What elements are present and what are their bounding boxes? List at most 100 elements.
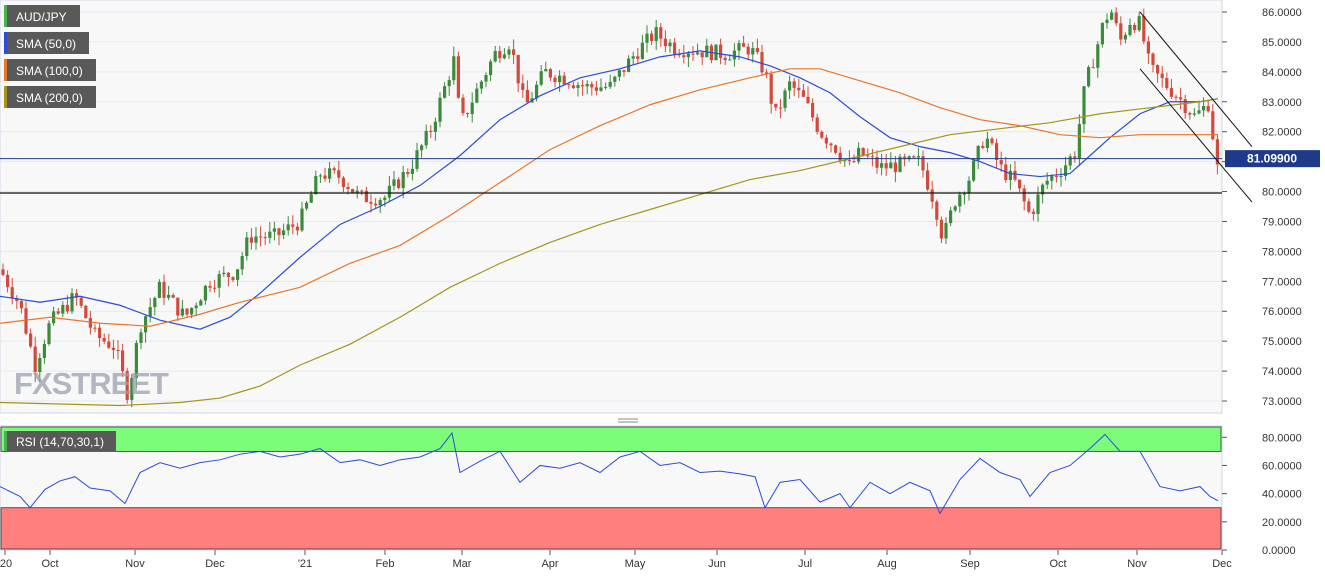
candle-body [291, 224, 295, 227]
candle-body [778, 107, 782, 109]
candle-body [884, 163, 888, 169]
price-axis: 86.000085.000084.000083.000082.000081.00… [1222, 7, 1302, 408]
svg-text:81.09900: 81.09900 [1247, 152, 1297, 166]
candle-body [1202, 106, 1206, 111]
candle-body [116, 349, 120, 351]
sma-line [0, 50, 1219, 330]
candle-body [254, 236, 258, 243]
candle-body [673, 42, 677, 55]
time-tick-label: Oct [1049, 558, 1066, 570]
candle-body [111, 347, 115, 350]
candle-body [401, 172, 405, 189]
candle-body [783, 90, 787, 108]
candle-body [433, 121, 437, 132]
candle-body [594, 87, 598, 91]
candle-body [42, 343, 46, 358]
candle-body [627, 58, 631, 72]
candle-body [880, 163, 884, 168]
candle-body [792, 81, 796, 88]
candle-body [134, 342, 138, 378]
candle-body [958, 194, 962, 207]
candle-body [222, 272, 226, 275]
legend-sma200[interactable]: SMA (200,0) [4, 86, 96, 108]
candle-body [640, 42, 644, 59]
candle-body [801, 90, 805, 97]
candle-body [1, 269, 5, 275]
candlesticks [1, 7, 1219, 408]
candle-body [360, 190, 364, 192]
descending-channel [1139, 11, 1253, 203]
price-tick-label: 86.0000 [1262, 7, 1302, 19]
legend-aud-jpy[interactable]: AUD/JPY [4, 5, 80, 27]
candle-body [364, 190, 368, 203]
candle-body [208, 285, 212, 288]
candle-body [213, 287, 217, 289]
time-tick-label: Dec [1212, 558, 1232, 570]
price-tick-label: 77.0000 [1262, 276, 1302, 288]
candle-body [56, 311, 60, 314]
candle-body [1059, 175, 1063, 177]
candle-body [1096, 44, 1100, 68]
legend-sma100[interactable]: SMA (100,0) [4, 59, 96, 81]
candle-body [153, 297, 157, 308]
time-tick-label: Nov [1127, 558, 1147, 570]
time-tick-label: Apr [541, 558, 558, 570]
candle-body [953, 206, 957, 211]
rsi-line [0, 431, 1219, 515]
candle-body [866, 155, 870, 157]
candle-body [24, 308, 28, 334]
candle-body [121, 350, 125, 372]
candle-body [1133, 24, 1137, 31]
candle-body [249, 237, 253, 243]
time-axis: '20 Oct Nov Dec '21 Feb Mar Apr May Jun Jul Aug Sep O… [0, 550, 1232, 570]
svg-text:AUD/JPY: AUD/JPY [16, 10, 67, 24]
price-tick-label: 80.0000 [1262, 187, 1302, 199]
candle-body [88, 318, 92, 328]
candle-body [981, 145, 985, 148]
legend-sma50[interactable]: SMA (50,0) [4, 32, 89, 54]
time-tick-label: Aug [877, 558, 897, 570]
candle-body [769, 74, 773, 104]
candle-body [571, 85, 575, 88]
candle-body [447, 80, 451, 87]
candle-body [1211, 111, 1215, 140]
candle-body [939, 219, 943, 239]
candle-body [190, 307, 194, 315]
candle-body [962, 193, 966, 195]
candle-body [387, 185, 391, 198]
legend-rsi[interactable]: RSI (14,70,30,1) [4, 431, 116, 451]
candle-body [820, 131, 824, 138]
candle-body [475, 88, 479, 103]
candle-body [1041, 184, 1045, 195]
candle-body [185, 308, 189, 315]
candle-body [907, 156, 911, 160]
candle-body [1022, 188, 1026, 202]
candle-body [926, 170, 930, 190]
rsi-axis: 80.0000 60.0000 40.0000 20.0000 0.0000 [1222, 432, 1302, 557]
candle-body [176, 297, 180, 316]
candle-body [719, 44, 723, 58]
candle-body [824, 137, 828, 144]
candle-body [148, 307, 152, 317]
price-tick-label: 78.0000 [1262, 246, 1302, 258]
candle-body [507, 49, 511, 55]
candle-body [1050, 176, 1054, 181]
candle-body [539, 71, 543, 85]
candle-body [217, 274, 221, 288]
candle-body [466, 113, 470, 115]
candle-body [484, 74, 488, 82]
pane-resize-handle[interactable] [618, 418, 638, 423]
candle-body [944, 223, 948, 239]
candle-body [714, 44, 718, 61]
candle-body [852, 161, 856, 163]
candle-body [1179, 97, 1183, 100]
candle-body [512, 49, 516, 55]
candle-body [599, 87, 603, 91]
candle-body [489, 61, 493, 75]
candle-body [834, 145, 838, 153]
rsi-tick-label: 20.0000 [1262, 517, 1302, 529]
candle-body [79, 297, 83, 306]
price-tick-label: 84.0000 [1262, 67, 1302, 79]
candle-body [521, 83, 525, 90]
